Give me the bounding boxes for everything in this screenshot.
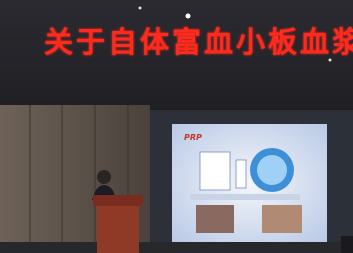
podium-top <box>93 195 143 206</box>
stage-floor <box>0 242 353 253</box>
foreground-object <box>341 236 353 253</box>
podium <box>97 206 139 253</box>
banner-text: 关于自体富血小板血浆 <box>44 25 353 59</box>
slide-title: PRP <box>184 133 202 142</box>
photo: 关于自体富血小板血浆 关于自体富血小板血浆 PRP <box>0 0 353 253</box>
